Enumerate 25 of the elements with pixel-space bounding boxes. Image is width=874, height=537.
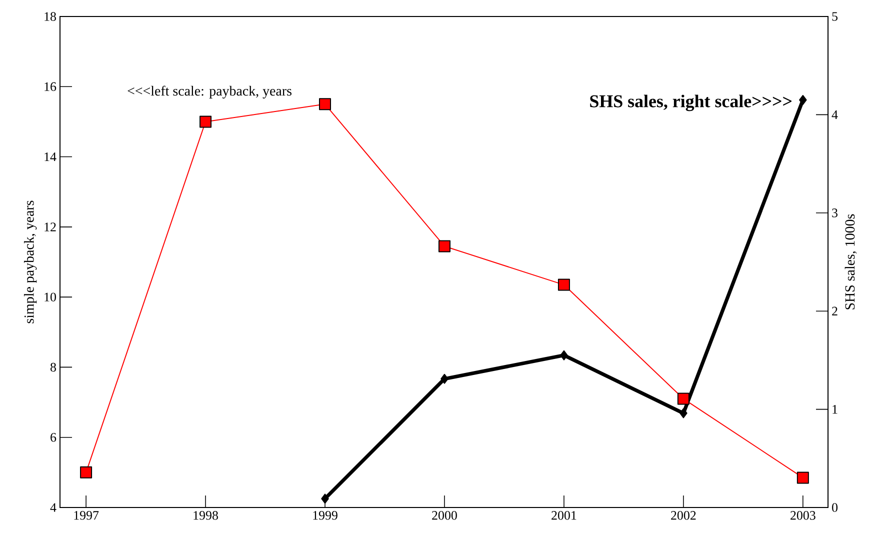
x-tick-label: 1998 <box>194 511 218 520</box>
y2-tick-label: 0 <box>832 503 838 512</box>
y2-tick-label: 5 <box>832 12 838 21</box>
y-tick-label: 10 <box>44 292 56 302</box>
y-tick-label: 6 <box>50 433 56 442</box>
y2-tick-label: 2 <box>832 306 838 316</box>
y2-tick-label: 4 <box>832 110 838 119</box>
y-tick-label: 8 <box>50 362 56 372</box>
y-tick-label: 4 <box>50 503 56 512</box>
y-tick-label: 16 <box>44 82 56 91</box>
y-tick-label: 12 <box>44 222 56 232</box>
x-tick-label: 1997 <box>74 511 99 520</box>
y-tick-label: 18 <box>44 12 56 21</box>
x-tick-label: 1999 <box>313 511 338 520</box>
annotation: <<<left scale: payback, years <box>128 86 292 99</box>
x-tick-label: 2000 <box>432 511 457 520</box>
y2-tick-label: 1 <box>832 405 838 414</box>
y2-tick-label: 3 <box>832 208 838 218</box>
y2-axis-title: SHS sales, 1000s <box>844 214 857 310</box>
y-tick-label: 14 <box>44 152 56 162</box>
annotation: SHS sales, right scale>>>> <box>590 94 792 112</box>
x-tick-label: 2003 <box>790 511 816 520</box>
x-tick-label: 2002 <box>671 511 696 520</box>
x-tick-label: 2001 <box>552 511 576 520</box>
y-axis-title: simple payback, years <box>24 200 37 324</box>
